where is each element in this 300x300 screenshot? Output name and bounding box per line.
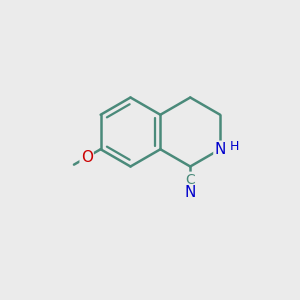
Text: C: C — [185, 173, 195, 187]
Text: H: H — [230, 140, 239, 153]
Text: N: N — [184, 185, 196, 200]
Text: O: O — [81, 150, 93, 165]
Text: N: N — [214, 142, 226, 157]
